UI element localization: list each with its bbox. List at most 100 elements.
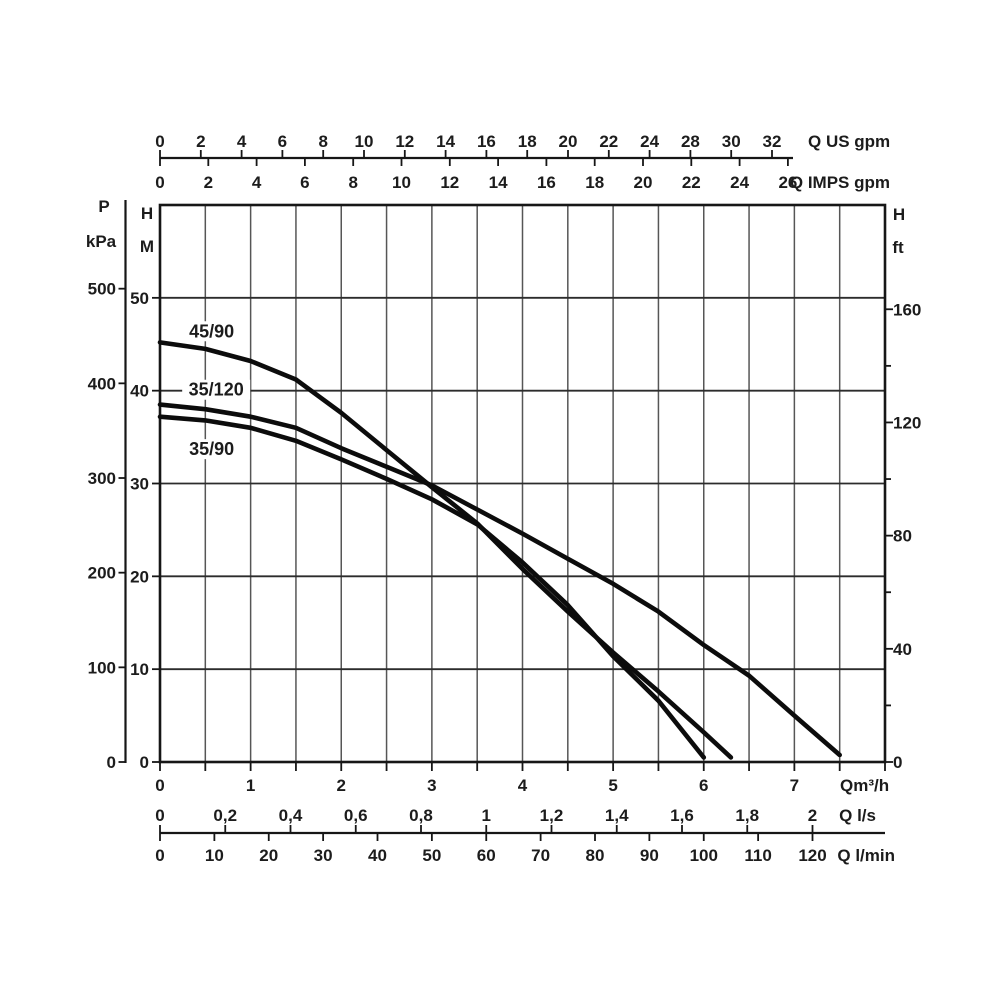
- m-tick-label: 40: [130, 382, 149, 401]
- imps-gpm-unit-label: Q IMPS gpm: [790, 173, 890, 192]
- curve-label-text: 35/90: [189, 439, 234, 459]
- lmin-tick-label: 100: [690, 846, 718, 865]
- imps-gpm-tick-label: 18: [585, 173, 604, 192]
- imps-gpm-tick-label: 24: [730, 173, 749, 192]
- m3h-tick-label: 7: [790, 776, 799, 795]
- curve-label-45-90: 45/90: [182, 321, 241, 342]
- lmin-tick-label: 10: [205, 846, 224, 865]
- p-axis-symbol: P: [98, 197, 109, 216]
- imps-gpm-tick-label: 4: [252, 173, 262, 192]
- imps-gpm-tick-label: 10: [392, 173, 411, 192]
- kpa-tick-label: 400: [88, 374, 116, 393]
- ls-unit-label: Q l/s: [839, 806, 876, 825]
- p-axis-unit: kPa: [86, 232, 117, 251]
- us-gpm-tick-label: 0: [155, 132, 164, 151]
- kpa-tick-label: 300: [88, 469, 116, 488]
- lmin-tick-label: 30: [314, 846, 333, 865]
- axis-right-ft: Hft 0 40 80 120 160: [885, 205, 921, 772]
- lmin-tick-label: 110: [744, 846, 771, 865]
- plot-grid: [160, 205, 885, 762]
- kpa-tick-label: 0: [107, 753, 116, 772]
- us-gpm-tick-label: 8: [318, 132, 327, 151]
- m-tick-label: 30: [130, 475, 149, 494]
- curve-label-35-90: 35/90: [182, 439, 241, 460]
- m3h-tick-label: 5: [608, 776, 617, 795]
- m3h-tick-label: 4: [518, 776, 528, 795]
- ls-tick-label: 1: [482, 806, 491, 825]
- lmin-unit-label: Q l/min: [837, 846, 895, 865]
- ft-tick-label: 120: [893, 413, 921, 432]
- lmin-tick-label: 70: [531, 846, 550, 865]
- ls-tick-label: 2: [808, 806, 817, 825]
- curve-label-text: 45/90: [189, 321, 234, 341]
- m-tick-label: 10: [130, 660, 149, 679]
- ls-tick-label: 0: [155, 806, 164, 825]
- ft-tick-label: 0: [893, 753, 902, 772]
- lmin-tick-label: 120: [798, 846, 826, 865]
- m-tick-label: 50: [130, 289, 149, 308]
- lmin-tick-label: 40: [368, 846, 387, 865]
- curve-label-text: 35/120: [189, 380, 244, 400]
- us-gpm-tick-label: 22: [599, 132, 618, 151]
- ls-tick-label: 1,2: [540, 806, 564, 825]
- curve-label-bg: [182, 379, 251, 400]
- h-axis-unit-m: M: [140, 237, 154, 256]
- h-axis-symbol-left: H: [141, 204, 153, 223]
- imps-gpm-tick-label: 8: [348, 173, 357, 192]
- us-gpm-tick-label: 10: [355, 132, 374, 151]
- curve-35-120: [157, 402, 842, 758]
- axis-bottom-ls-lmin: 0 0,2 0,4 0,6 0,8 1 1,2 1,4 1,6 1,8 2 Q l/s 0 10 20 30 4…: [155, 806, 895, 865]
- imps-gpm-tick-label: 22: [682, 173, 701, 192]
- imps-gpm-tick-label: 6: [300, 173, 309, 192]
- us-gpm-tick-label: 4: [237, 132, 247, 151]
- us-gpm-tick-label: 12: [395, 132, 414, 151]
- m3h-unit-label: Qm³/h: [840, 776, 889, 795]
- h-axis-symbol-right: H: [893, 205, 905, 224]
- curve-label-bg: [182, 439, 241, 460]
- us-gpm-tick-label: 2: [196, 132, 205, 151]
- axis-bottom-m3h: 0 1 2 3 4 5 6 7 Qm³/h: [155, 762, 889, 795]
- ls-tick-label: 1,4: [605, 806, 629, 825]
- lmin-tick-label: 0: [155, 846, 164, 865]
- curve-45-90: [157, 340, 734, 760]
- h-axis-unit-ft: ft: [892, 238, 904, 257]
- ls-tick-label: 1,8: [735, 806, 759, 825]
- axis-left-m: HM 0 10 20 30 40 50: [130, 204, 160, 772]
- us-gpm-tick-label: 30: [722, 132, 741, 151]
- m3h-tick-label: 1: [246, 776, 255, 795]
- curve-35-90: [157, 414, 707, 760]
- curve-label-35-120: 35/120: [182, 379, 251, 400]
- ls-tick-label: 0,6: [344, 806, 368, 825]
- lmin-tick-label: 60: [477, 846, 496, 865]
- m3h-tick-label: 3: [427, 776, 436, 795]
- lmin-tick-label: 50: [422, 846, 441, 865]
- m-tick-label: 20: [130, 567, 149, 586]
- kpa-tick-label: 200: [88, 564, 116, 583]
- ls-tick-label: 0,8: [409, 806, 433, 825]
- ft-tick-label: 40: [893, 640, 912, 659]
- lmin-tick-label: 20: [259, 846, 278, 865]
- imps-gpm-tick-label: 16: [537, 173, 556, 192]
- imps-gpm-tick-label: 12: [440, 173, 459, 192]
- m3h-tick-label: 0: [155, 776, 164, 795]
- us-gpm-tick-label: 24: [640, 132, 659, 151]
- curve-label-bg: [182, 321, 241, 342]
- pump-curves: [157, 340, 842, 760]
- imps-gpm-tick-label: 0: [155, 173, 164, 192]
- us-gpm-tick-label: 20: [559, 132, 578, 151]
- ls-tick-label: 0,4: [279, 806, 303, 825]
- imps-gpm-tick-label: 2: [204, 173, 213, 192]
- ft-tick-label: 80: [893, 527, 912, 546]
- us-gpm-tick-label: 16: [477, 132, 496, 151]
- lmin-tick-label: 90: [640, 846, 659, 865]
- m-tick-label: 0: [140, 753, 149, 772]
- imps-gpm-tick-label: 14: [489, 173, 508, 192]
- us-gpm-unit-label: Q US gpm: [808, 132, 890, 151]
- lmin-tick-label: 80: [586, 846, 605, 865]
- kpa-tick-label: 500: [88, 280, 116, 299]
- us-gpm-tick-label: 14: [436, 132, 455, 151]
